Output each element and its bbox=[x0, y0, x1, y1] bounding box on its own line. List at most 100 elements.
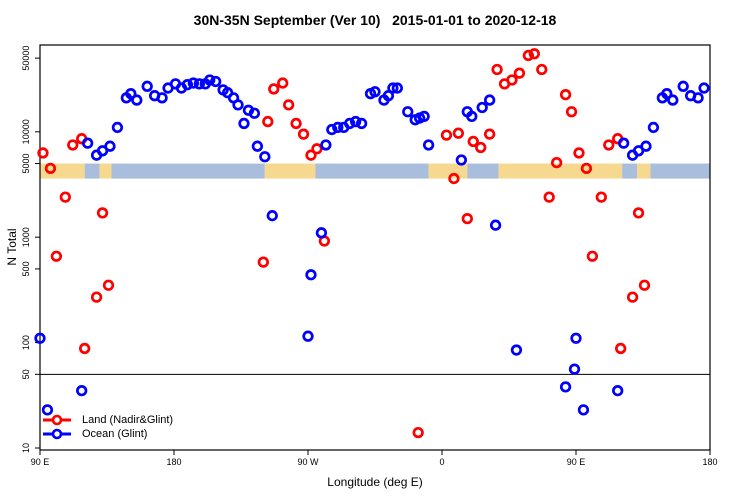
data-point bbox=[76, 385, 88, 397]
data-point bbox=[640, 140, 652, 152]
legend: Land (Nadir&Glint) Ocean (Glint) bbox=[42, 413, 173, 441]
data-point bbox=[59, 191, 71, 203]
data-point bbox=[79, 342, 91, 355]
data-point bbox=[455, 154, 468, 166]
data-point bbox=[412, 426, 424, 439]
data-point bbox=[580, 162, 593, 175]
data-point bbox=[692, 92, 704, 104]
data-point bbox=[349, 115, 362, 128]
data-point bbox=[466, 110, 478, 123]
data-point bbox=[332, 121, 344, 134]
data-point bbox=[102, 279, 115, 291]
legend-label-land: Land (Nadir&Glint) bbox=[82, 414, 174, 426]
map-band-segment-ocean bbox=[467, 163, 499, 179]
data-point bbox=[568, 363, 581, 375]
data-point bbox=[543, 191, 555, 203]
data-point bbox=[513, 67, 526, 79]
map-band-segment-ocean bbox=[315, 163, 429, 179]
legend-label-ocean: Ocean (Glint) bbox=[82, 428, 148, 440]
data-point bbox=[626, 291, 639, 303]
data-point bbox=[522, 49, 535, 62]
data-point bbox=[402, 106, 414, 118]
data-point bbox=[369, 86, 381, 98]
map-band-segment-land bbox=[264, 163, 316, 179]
data-point bbox=[187, 77, 200, 89]
data-point bbox=[461, 212, 473, 225]
data-point bbox=[418, 110, 430, 123]
map-band-segment-land bbox=[40, 163, 85, 179]
y-tick-label: 1000 bbox=[21, 227, 31, 247]
data-point bbox=[262, 115, 274, 128]
data-point bbox=[595, 191, 607, 203]
data-point bbox=[638, 279, 651, 291]
data-point bbox=[305, 269, 317, 281]
data-point bbox=[448, 172, 460, 185]
data-point bbox=[37, 147, 49, 159]
x-tick-label: 0 bbox=[439, 457, 444, 467]
data-point bbox=[647, 121, 660, 134]
data-point bbox=[632, 207, 645, 219]
map-band-segment-ocean bbox=[84, 163, 100, 179]
data-point bbox=[210, 75, 222, 88]
data-point bbox=[277, 77, 289, 89]
data-point bbox=[204, 74, 216, 86]
data-point bbox=[268, 83, 280, 95]
data-point bbox=[125, 88, 137, 100]
data-point bbox=[257, 256, 269, 268]
data-point bbox=[320, 139, 332, 151]
data-point bbox=[96, 207, 109, 219]
data-point bbox=[104, 140, 116, 152]
x-tick-label: 90 W bbox=[297, 457, 319, 467]
data-point bbox=[297, 128, 310, 140]
y-tick-label: 100 bbox=[21, 335, 31, 350]
map-band-segment-ocean bbox=[622, 163, 638, 179]
data-point bbox=[282, 99, 295, 111]
data-point bbox=[617, 137, 630, 149]
data-point bbox=[266, 210, 278, 222]
data-point bbox=[251, 140, 264, 152]
data-point bbox=[90, 291, 103, 303]
data-point bbox=[510, 344, 523, 356]
data-point bbox=[67, 139, 79, 151]
data-point bbox=[467, 135, 479, 148]
y-tick-label: 10000 bbox=[21, 119, 31, 144]
data-point bbox=[131, 94, 143, 106]
data-point bbox=[305, 149, 317, 161]
y-tick-label: 5000 bbox=[21, 154, 31, 174]
map-band-segment-land bbox=[428, 163, 468, 179]
data-point bbox=[387, 82, 399, 94]
data-point bbox=[391, 82, 403, 94]
data-point bbox=[302, 330, 314, 342]
data-point bbox=[422, 139, 435, 151]
chart-title: 30N-35N September (Ver 10) 2015-01-01 to… bbox=[193, 12, 557, 28]
data-point bbox=[248, 107, 261, 119]
map-band bbox=[40, 163, 710, 179]
map-band-segment-ocean bbox=[650, 163, 710, 179]
data-point bbox=[677, 80, 689, 92]
data-point bbox=[355, 117, 368, 130]
data-point bbox=[476, 101, 488, 114]
data-point bbox=[586, 250, 599, 262]
data-point bbox=[603, 139, 615, 151]
y-axis-label: N Total bbox=[5, 228, 19, 266]
data-point bbox=[565, 106, 578, 118]
data-point bbox=[193, 78, 205, 90]
data-point bbox=[156, 92, 168, 104]
data-point bbox=[475, 141, 487, 154]
land-marker-icon bbox=[43, 414, 71, 426]
data-point bbox=[232, 99, 244, 111]
data-point bbox=[34, 332, 46, 344]
data-point bbox=[661, 88, 673, 100]
series-ocean bbox=[34, 74, 710, 416]
data-point bbox=[615, 342, 627, 355]
data-point bbox=[141, 80, 153, 92]
x-tick-label: 180 bbox=[702, 457, 717, 467]
y-tick-label: 10 bbox=[21, 443, 31, 453]
data-point bbox=[698, 82, 710, 94]
data-point bbox=[483, 128, 496, 140]
plot-border bbox=[39, 44, 711, 451]
data-point bbox=[577, 404, 590, 416]
data-point bbox=[667, 94, 679, 106]
y-tick-label: 50000 bbox=[21, 46, 31, 71]
